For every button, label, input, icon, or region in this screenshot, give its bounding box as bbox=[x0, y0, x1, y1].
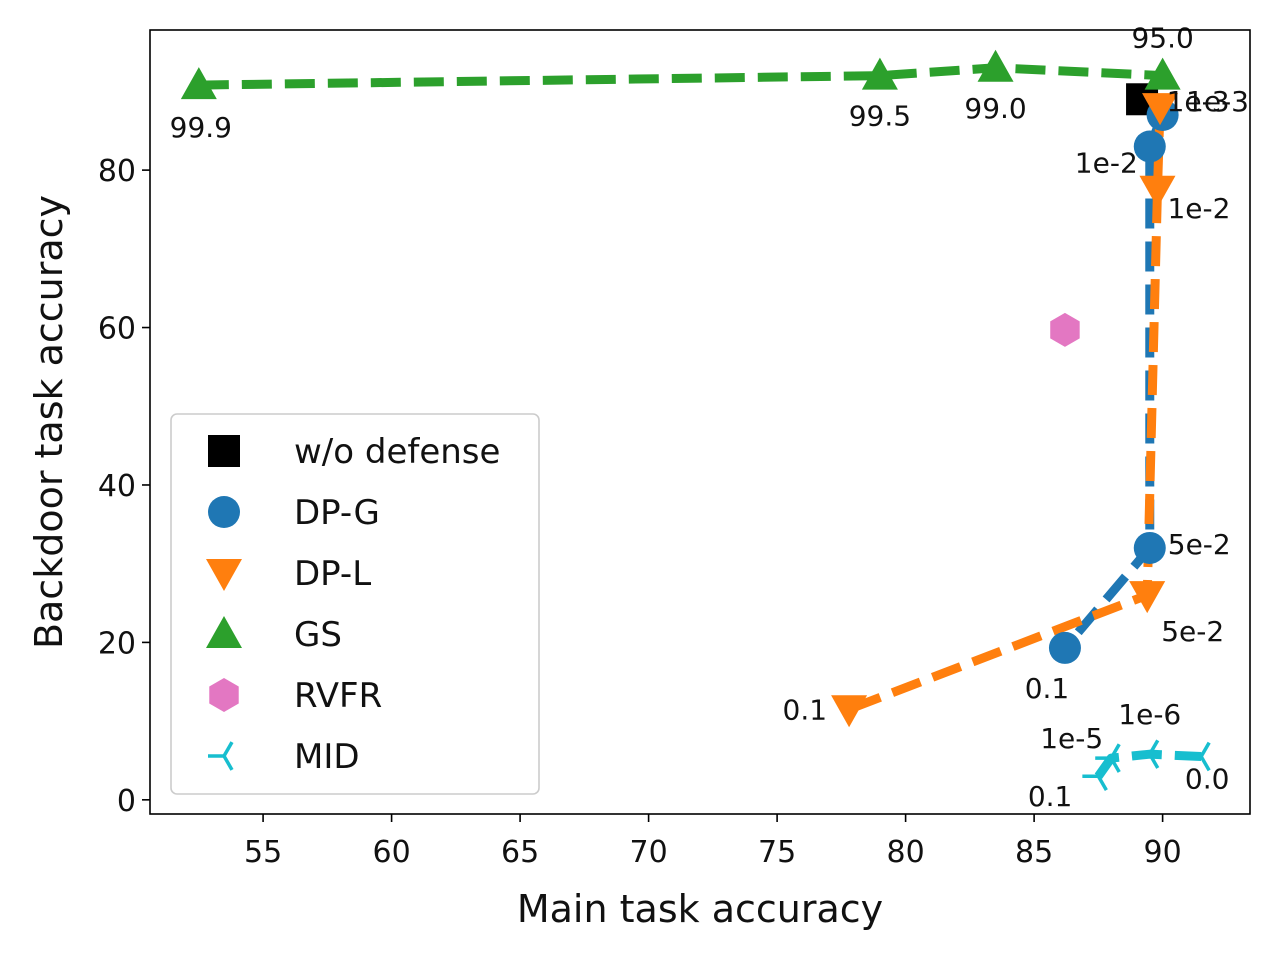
dp-g-annotation: 1e-3 bbox=[1167, 85, 1230, 118]
dp-l-point bbox=[1139, 175, 1176, 208]
dp-g-annotation: 1e-2 bbox=[1075, 146, 1138, 179]
mid-annotation: 1e-6 bbox=[1118, 698, 1181, 731]
legend-marker-dp-l bbox=[206, 559, 242, 591]
dp-g-annotation: 5e-2 bbox=[1168, 528, 1231, 561]
gs-point bbox=[180, 67, 217, 100]
legend-marker-w-o-defense bbox=[208, 435, 240, 467]
rvfr-point bbox=[1050, 312, 1080, 347]
legend-marker-rvfr bbox=[209, 678, 239, 712]
x-tick-label: 90 bbox=[1144, 835, 1182, 870]
legend-label-dp-g: DP-G bbox=[294, 493, 380, 533]
x-axis-label: Main task accuracy bbox=[517, 887, 883, 931]
legend-label-w-o-defense: w/o defense bbox=[294, 432, 500, 472]
gs-point bbox=[861, 57, 898, 90]
x-tick-label: 60 bbox=[372, 835, 410, 870]
x-tick-label: 85 bbox=[1015, 835, 1053, 870]
y-tick-label: 80 bbox=[98, 154, 136, 189]
legend-marker-dp-g bbox=[208, 496, 240, 528]
x-tick-label: 55 bbox=[244, 835, 282, 870]
dp-g-point bbox=[1133, 531, 1166, 564]
gs-annotation: 95.0 bbox=[1131, 22, 1193, 55]
point-annotations: 1e-3 1e-2 5e-2 0.1 1e-3 1e-2 5e-2 0.1 99.9 99.5 99… bbox=[170, 22, 1249, 814]
dp-l-annotation: 0.1 bbox=[783, 693, 828, 726]
y-tick-label: 0 bbox=[117, 784, 136, 819]
dp-l-point bbox=[1129, 581, 1166, 614]
mid-point bbox=[1133, 739, 1160, 769]
gs-annotation: 99.0 bbox=[964, 92, 1026, 125]
dp-l-point bbox=[831, 695, 868, 728]
mid-annotation: 0.0 bbox=[1185, 763, 1230, 796]
mid-annotation: 0.1 bbox=[1028, 780, 1073, 813]
x-axis-ticks: 55 60 65 70 75 80 85 90 bbox=[244, 814, 1182, 870]
dp-l-annotation: 5e-2 bbox=[1161, 615, 1224, 648]
plot-frame bbox=[149, 29, 1251, 815]
y-tick-label: 60 bbox=[98, 312, 136, 347]
mid-point bbox=[1082, 761, 1108, 791]
gs-line bbox=[198, 63, 1163, 90]
dp-g-point bbox=[1133, 130, 1166, 163]
legend: w/o defense DP-G DP-L GS RVFR MID bbox=[170, 413, 540, 795]
x-tick-label: 70 bbox=[630, 835, 668, 870]
x-tick-label: 75 bbox=[758, 835, 796, 870]
legend-label-mid: MID bbox=[294, 737, 360, 777]
dp-g-annotation: 0.1 bbox=[1025, 672, 1070, 705]
dp-g-point bbox=[1048, 631, 1081, 664]
gs-point bbox=[1144, 57, 1181, 90]
y-tick-label: 20 bbox=[98, 626, 136, 661]
y-axis-label: Backdoor task accuracy bbox=[27, 195, 71, 649]
plot-area bbox=[180, 49, 1211, 791]
gs-annotation: 99.9 bbox=[170, 111, 232, 144]
mid-annotation: 1e-5 bbox=[1040, 722, 1103, 755]
y-axis-ticks: 0 20 40 60 80 bbox=[98, 154, 150, 819]
legend-marker-mid bbox=[208, 741, 234, 771]
dp-l-annotation: 1e-3 bbox=[1186, 85, 1249, 118]
gs-point bbox=[977, 49, 1014, 82]
dp-l-line bbox=[847, 107, 1165, 714]
y-tick-label: 40 bbox=[98, 469, 136, 504]
dp-l-annotation: 1e-2 bbox=[1167, 192, 1230, 225]
legend-label-rvfr: RVFR bbox=[294, 676, 382, 716]
legend-marker-gs bbox=[206, 616, 242, 648]
x-tick-label: 65 bbox=[501, 835, 539, 870]
series-markers bbox=[180, 49, 1211, 791]
legend-label-gs: GS bbox=[294, 615, 342, 655]
mid-point bbox=[1095, 743, 1121, 773]
legend-frame bbox=[170, 413, 540, 795]
x-tick-label: 80 bbox=[887, 835, 925, 870]
gs-annotation: 99.5 bbox=[849, 100, 911, 133]
dp-l-point bbox=[1142, 93, 1179, 126]
legend-label-dp-l: DP-L bbox=[294, 554, 371, 594]
mid-point bbox=[1185, 741, 1211, 772]
